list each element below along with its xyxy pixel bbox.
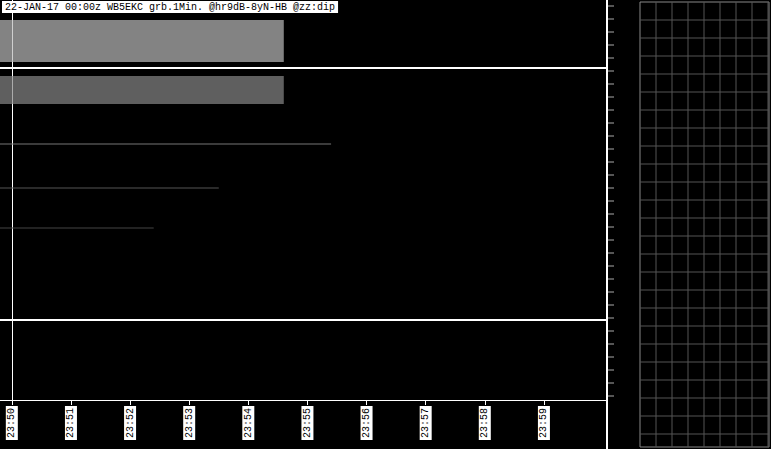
- svg-text:23:52: 23:52: [125, 408, 136, 438]
- svg-text:23:51: 23:51: [65, 408, 76, 438]
- svg-text:23:54: 23:54: [243, 408, 254, 438]
- svg-text:23:58: 23:58: [479, 408, 490, 438]
- svg-text:23:56: 23:56: [361, 408, 372, 438]
- svg-text:23:50: 23:50: [6, 408, 17, 438]
- svg-text:23:57: 23:57: [420, 408, 431, 438]
- svg-text:22-JAN-17 00:00z WB5EKC grb.1M: 22-JAN-17 00:00z WB5EKC grb.1Min. @hr9dB…: [5, 2, 335, 13]
- svg-text:23:59: 23:59: [538, 408, 549, 438]
- svg-text:23:53: 23:53: [184, 408, 195, 438]
- svg-text:23:55: 23:55: [302, 408, 313, 438]
